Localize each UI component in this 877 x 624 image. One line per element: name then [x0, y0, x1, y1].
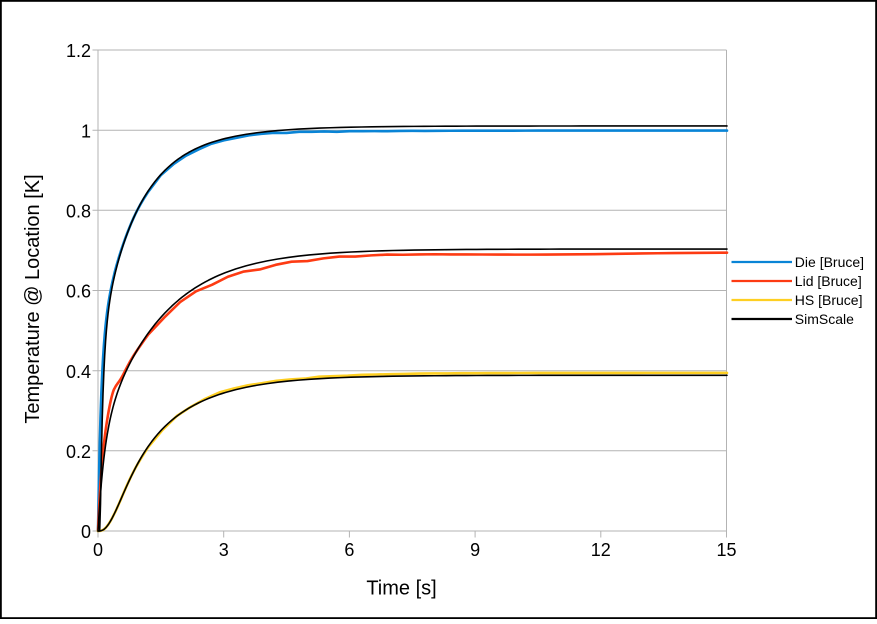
svg-text:6: 6: [344, 540, 354, 560]
svg-text:9: 9: [470, 540, 480, 560]
svg-text:HS [Bruce]: HS [Bruce]: [795, 292, 863, 308]
svg-text:Temperature @ Location [K]: Temperature @ Location [K]: [22, 174, 44, 423]
svg-text:3: 3: [219, 540, 229, 560]
svg-text:12: 12: [591, 540, 611, 560]
svg-text:1: 1: [81, 121, 91, 141]
svg-text:0.8: 0.8: [66, 202, 91, 222]
svg-text:0.2: 0.2: [66, 442, 91, 462]
svg-text:1.2: 1.2: [66, 41, 91, 61]
svg-text:0.4: 0.4: [66, 362, 91, 382]
svg-text:SimScale: SimScale: [795, 311, 854, 327]
svg-text:15: 15: [716, 540, 736, 560]
svg-text:0.6: 0.6: [66, 282, 91, 302]
svg-text:0: 0: [81, 522, 91, 542]
svg-text:Time [s]: Time [s]: [366, 578, 436, 600]
svg-text:0: 0: [93, 540, 103, 560]
svg-text:Lid [Bruce]: Lid [Bruce]: [795, 273, 862, 289]
svg-text:Die [Bruce]: Die [Bruce]: [795, 254, 864, 270]
